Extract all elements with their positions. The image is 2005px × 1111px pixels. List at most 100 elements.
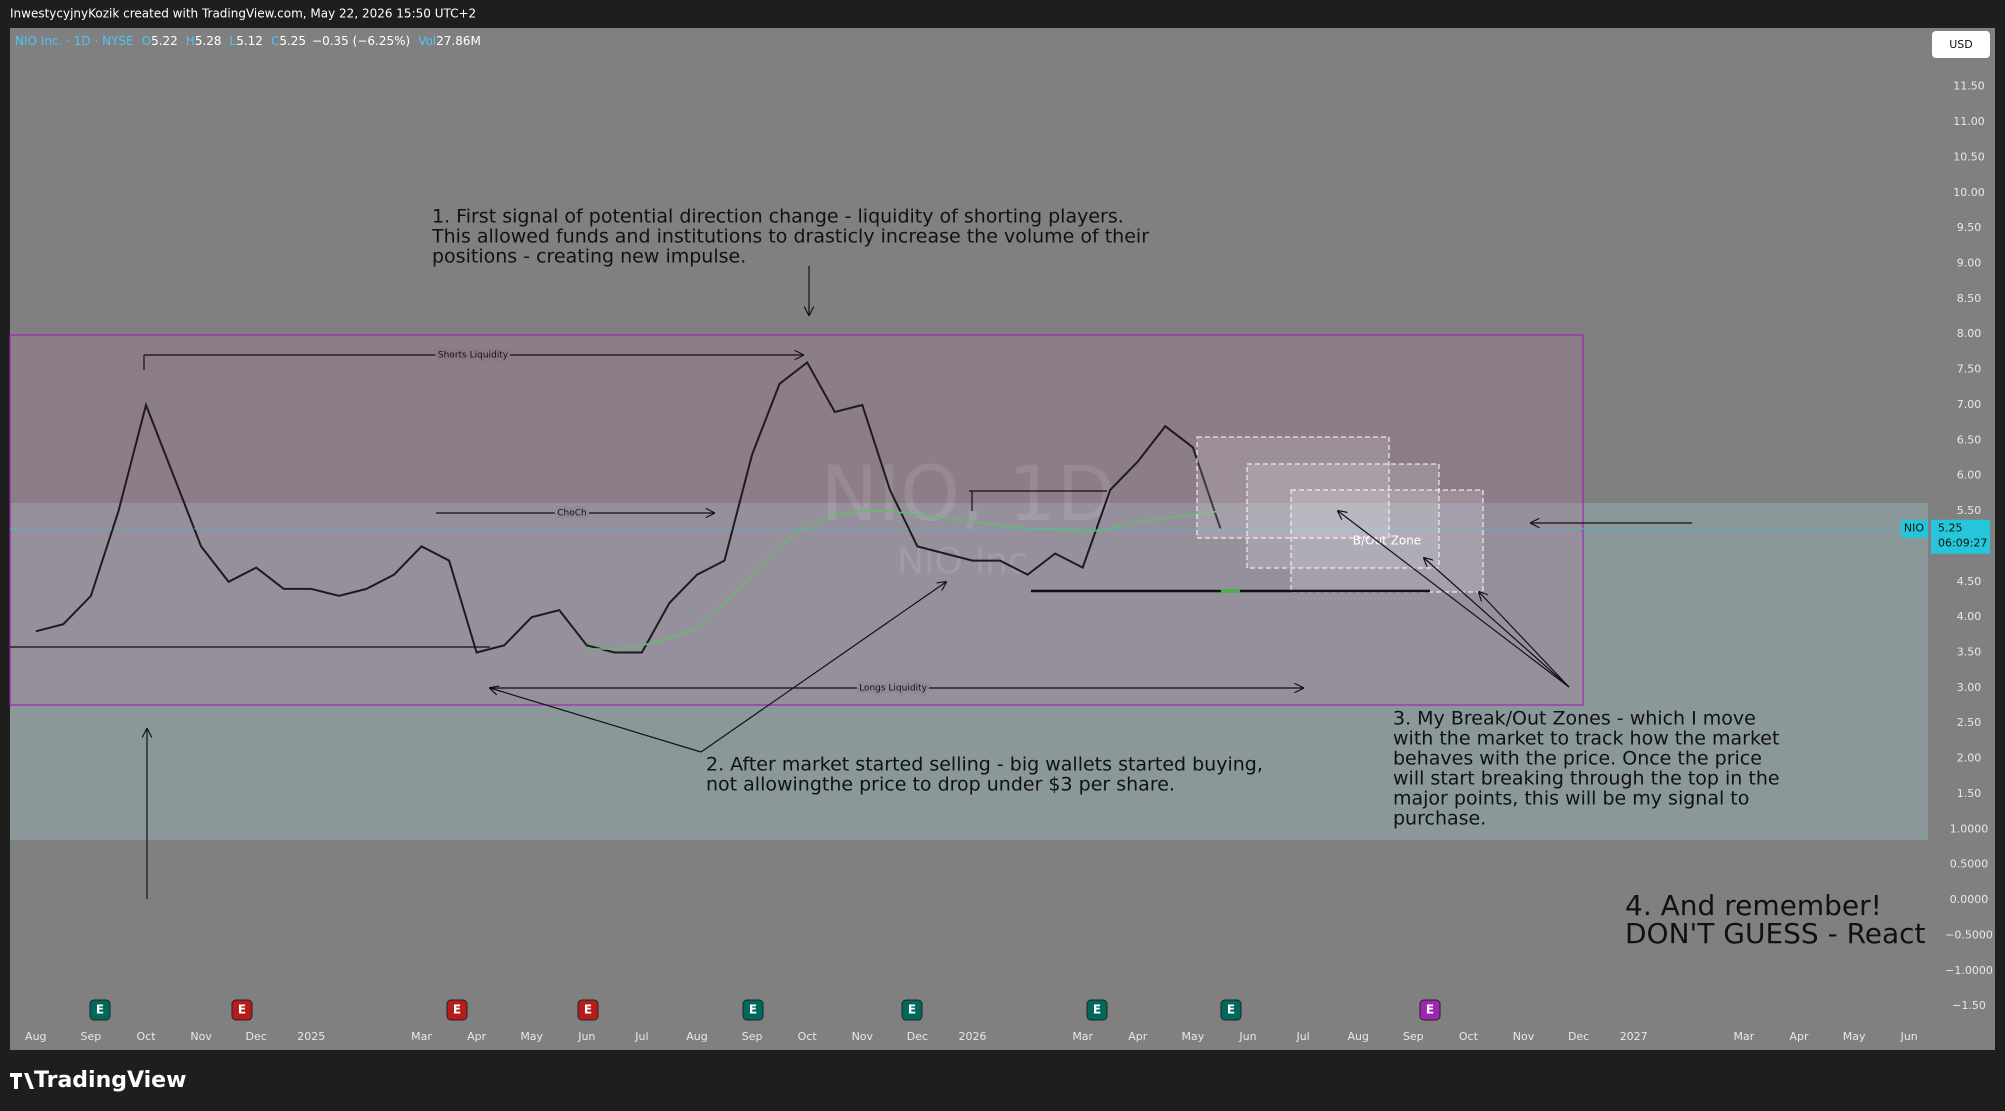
legend: NIO Inc. · 1D · NYSE O5.22 H5.28 L5.12 C5.25… [15,34,481,48]
symbol-tag-label: NIO [1904,522,1924,535]
earnings-label: E [238,1003,246,1017]
y-tick-label: 7.00 [1957,398,1982,411]
currency-button[interactable] [1932,31,1990,58]
earnings-marker [577,999,599,1021]
earnings-marker [1419,999,1441,1021]
choch-label: ChoCh [557,509,586,519]
y-tick-label: 1.50 [1957,787,1982,800]
earnings-label: E [908,1003,916,1017]
y-tick-label: −1.0000 [1945,964,1993,977]
annotation-line: behaves with the price. Once the price [1393,748,1762,770]
x-tick-label: 2026 [959,1030,987,1043]
chart-area [10,28,1995,1050]
arrow [1424,558,1570,688]
x-tick-label: Aug [686,1030,707,1043]
x-tick-label: May [520,1030,543,1043]
price-tag-label: 5.25 [1938,522,1963,535]
y-tick-label: 10.00 [1953,186,1985,199]
y-tick-label: 3.50 [1957,646,1982,659]
breakout-zone [1196,436,1390,539]
arrow [1479,592,1570,688]
x-tick-label: Dec [246,1030,267,1043]
earnings-marker [1086,999,1108,1021]
arrow [1338,511,1570,688]
y-tick-label: 2.00 [1957,752,1982,765]
zone-label: B/Out Zone [1353,534,1421,548]
price-line [35,360,1222,654]
y-tick-label: 2.50 [1957,716,1982,729]
legend-item: 5.22 [151,34,178,48]
breakout-zone [1290,489,1484,593]
legend-item: 5.25 [279,34,306,48]
legend-item: 5.28 [195,34,222,48]
header-title: InwestycyjnyKozik created with TradingVi… [10,7,476,21]
moving-average [586,510,1221,650]
x-tick-label: Nov [190,1030,212,1043]
legend-item: O [142,34,151,48]
legend-item: C [271,34,279,48]
x-tick-label: Oct [136,1030,156,1043]
x-tick-label: Apr [1128,1030,1148,1043]
y-tick-label: −1.50 [1952,999,1986,1012]
y-tick-label: 11.00 [1953,115,1985,128]
x-tick-label: Sep [1403,1030,1424,1043]
x-tick-label: Mar [1734,1030,1755,1043]
x-tick-label: 2027 [1620,1030,1648,1043]
arrow [490,688,702,753]
x-tick-label: Apr [467,1030,487,1043]
annotation-line: DON'T GUESS - React [1625,917,1926,950]
annotation-line: 4. And remember! [1625,889,1882,922]
legend-item: H [186,34,195,48]
earnings-label: E [584,1003,592,1017]
x-tick-label: 2025 [297,1030,325,1043]
countdown: 06:09:27 [1938,537,1987,550]
earnings-label: E [96,1003,104,1017]
annotation-line: 1. First signal of potential direction c… [432,206,1124,228]
y-tick-label: 8.00 [1957,327,1982,340]
legend-item: Vol [418,34,436,48]
annotation-line: 3. My Break/Out Zones - which I move [1393,708,1756,730]
x-tick-label: Jul [1295,1030,1309,1043]
x-tick-label: Dec [1568,1030,1589,1043]
legend-item: NIO Inc. · 1D · NYSE [15,34,134,48]
x-tick-label: Nov [852,1030,874,1043]
x-tick-label: May [1182,1030,1205,1043]
earnings-marker [742,999,764,1021]
shorts-label: Shorts Liquidity [438,351,509,361]
annotation-line: This allowed funds and institutions to d… [431,226,1149,248]
y-tick-label: 1.0000 [1950,822,1989,835]
earnings-marker [1220,999,1242,1021]
earnings-marker [89,999,111,1021]
symbol-tag [1901,519,1928,538]
earnings-label: E [1227,1003,1235,1017]
x-tick-label: Sep [81,1030,102,1043]
price-tag [1931,519,1990,554]
y-tick-label: 4.50 [1957,575,1982,588]
x-tick-label: Oct [1459,1030,1479,1043]
earnings-label: E [749,1003,757,1017]
x-tick-label: Mar [411,1030,432,1043]
legend-item: L [230,34,237,48]
x-tick-label: Mar [1072,1030,1093,1043]
annotation-line: major points, this will be my signal to [1393,788,1749,810]
legend-item: 5.12 [236,34,263,48]
annotation-line: with the market to track how the market [1393,728,1779,750]
x-tick-label: Apr [1789,1030,1809,1043]
y-tick-label: 5.50 [1957,504,1982,517]
legend-item: 27.86M [436,34,481,48]
y-tick-label: 6.50 [1957,433,1982,446]
annotation-line: not allowingthe price to drop under $3 p… [706,774,1175,796]
y-tick-label: 0.0000 [1950,893,1989,906]
y-tick-label: 0.5000 [1950,858,1989,871]
earnings-marker [231,999,253,1021]
y-tick-label: 9.00 [1957,257,1982,270]
x-tick-label: Jun [1900,1030,1918,1043]
longs-label: Longs Liquidity [859,684,928,694]
x-tick-label: Aug [1347,1030,1368,1043]
currency-label[interactable]: USD [1949,38,1973,51]
y-tick-label: 7.50 [1957,363,1982,376]
x-tick-label: Jun [1238,1030,1256,1043]
x-tick-label: Sep [742,1030,763,1043]
annotation-line: 2. After market started selling - big wa… [706,754,1263,776]
earnings-label: E [453,1003,461,1017]
